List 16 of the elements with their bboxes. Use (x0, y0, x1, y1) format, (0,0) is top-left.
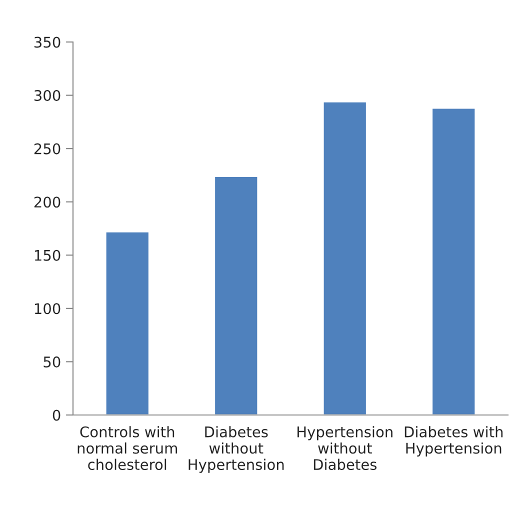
bar (104, 231, 150, 415)
y-tick-label: 50 (44, 356, 60, 368)
y-tick-label: 350 (34, 36, 60, 48)
y-tick-label: 200 (34, 196, 60, 208)
y-tick-label: 250 (34, 143, 60, 154)
x-tick-label: Controls with normal serum cholesterol (78, 426, 178, 470)
bar (322, 100, 368, 415)
y-tick-label: 0 (52, 410, 60, 421)
x-tick-label: Diabetes without Hypertension (188, 426, 284, 473)
bar (431, 107, 476, 415)
bar (214, 176, 259, 415)
y-tick-label: 300 (34, 90, 60, 102)
x-tick-label: Diabetes with Hypertension (404, 426, 503, 457)
y-tick-label: 100 (34, 303, 60, 314)
y-tick-label: 150 (34, 250, 60, 261)
x-tick-label: Hypertension without Diabetes (298, 426, 392, 470)
